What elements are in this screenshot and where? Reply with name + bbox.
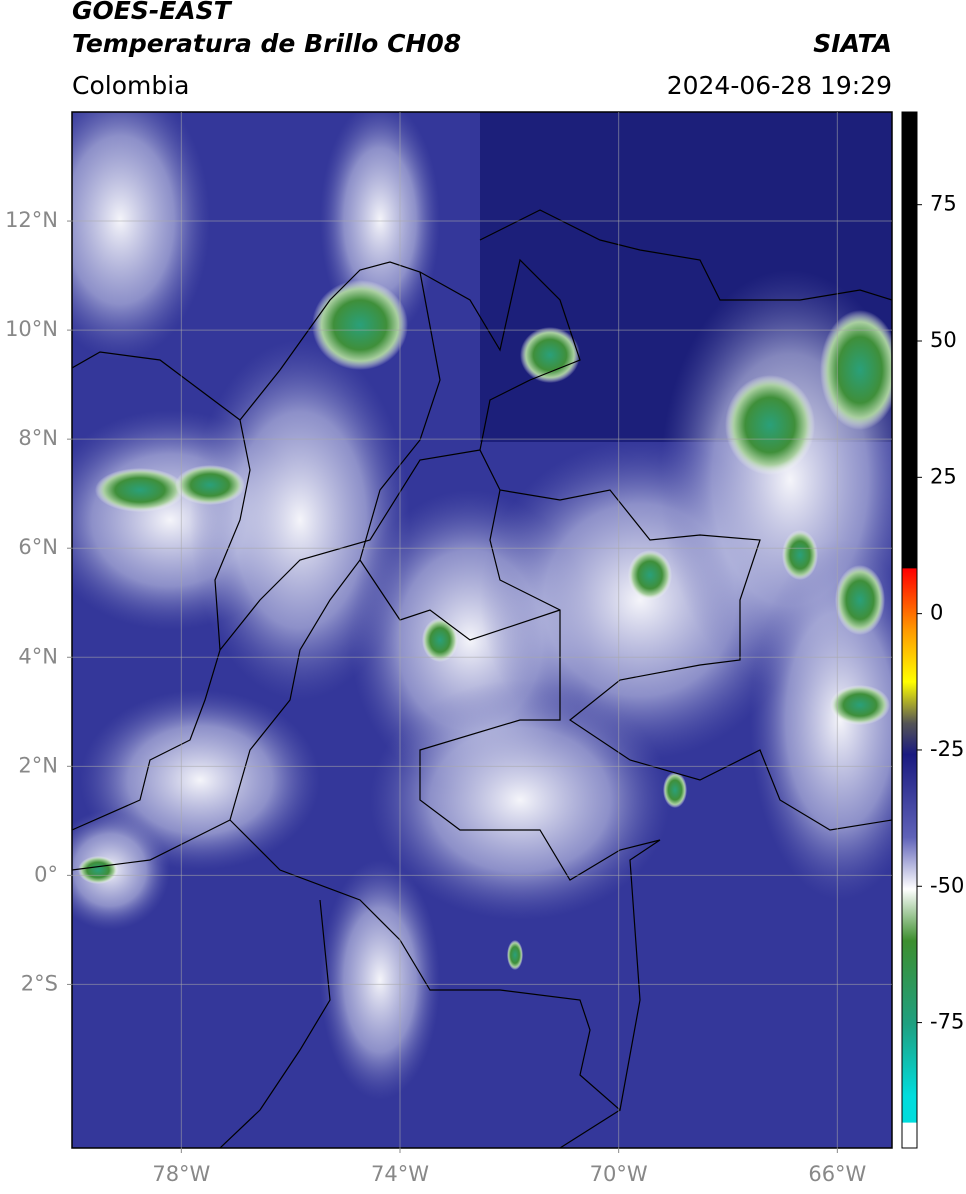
source: SIATA: [813, 29, 892, 58]
title: GOES-EAST: [72, 0, 233, 25]
x-tick-label: 74°W: [371, 1162, 429, 1186]
x-tick-label: 78°W: [152, 1162, 210, 1186]
y-tick-label: 4°N: [18, 644, 58, 668]
y-tick-label: 12°N: [5, 208, 58, 232]
colorbar: [901, 111, 918, 1149]
colorbar-tick-label: 0: [930, 601, 943, 625]
y-tick-label: 2°S: [21, 971, 58, 995]
colorbar-tick-label: -25: [930, 737, 964, 761]
colorbar-tick-label: 75: [930, 192, 957, 216]
x-tick-label: 66°W: [808, 1162, 866, 1186]
x-tick-label: 70°W: [590, 1162, 648, 1186]
y-tick-label: 10°N: [5, 317, 58, 341]
y-tick-label: 2°N: [18, 753, 58, 777]
map-frame: [71, 111, 893, 1149]
y-tick-label: 6°N: [18, 535, 58, 559]
region: Colombia: [72, 71, 189, 100]
subtitle: Temperatura de Brillo CH08: [72, 29, 461, 58]
y-tick-label: 8°N: [18, 426, 58, 450]
colorbar-tick-label: 50: [930, 328, 957, 352]
satellite-image: [72, 112, 892, 1148]
colorbar-tick-label: -75: [930, 1010, 964, 1034]
colorbar-tick-label: 25: [930, 464, 957, 488]
datetime: 2024-06-28 19:29: [667, 71, 892, 100]
colorbar-tick-label: -50: [930, 873, 964, 897]
y-tick-label: 0°: [34, 862, 58, 886]
